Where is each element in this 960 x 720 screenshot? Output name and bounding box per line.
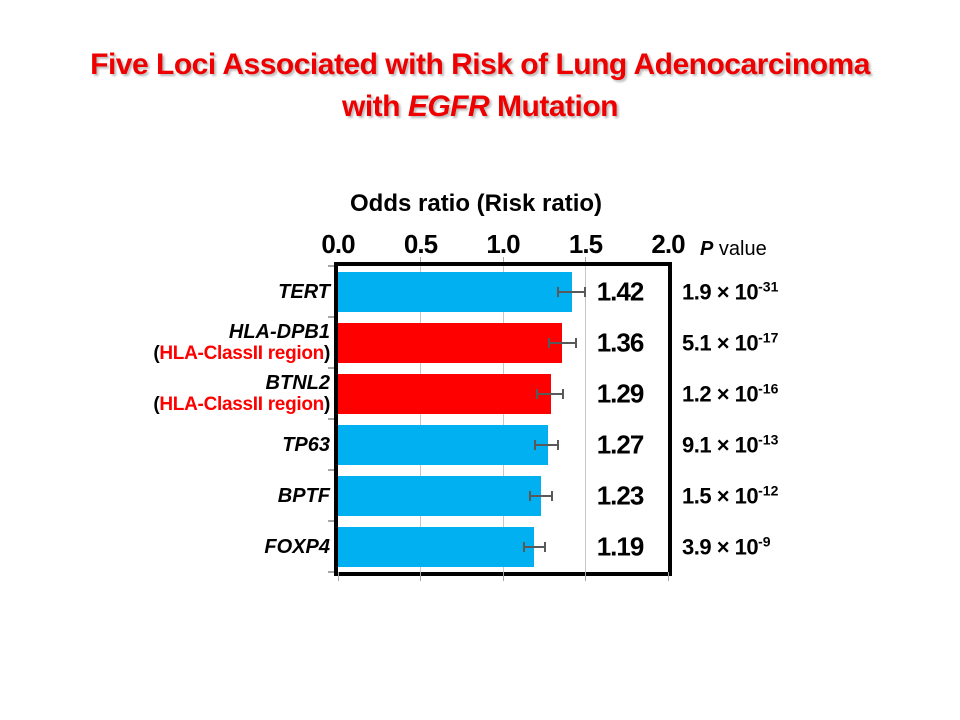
row-sublabel: (HLA-ClassII region) [153,393,330,415]
bar-value-label: 1.19 [596,531,645,561]
gene-name: HLA-DPB1 [228,320,330,343]
error-bar [522,545,546,548]
p-value-header: P value [700,238,767,260]
row-label: BTNL2 (HLA-ClassII region) [30,372,330,416]
p-value: 3.9 × 10-9 [682,532,771,560]
error-bar-cap [557,439,560,450]
p-value-exponent: -17 [758,328,779,345]
gene-name: TERT [278,280,330,303]
or-bar [338,271,573,312]
p-value: 9.1 × 10-13 [682,430,779,458]
slide-title-line2: with EGFR Mutation [342,90,618,123]
gene-name: FOXP4 [264,535,330,558]
error-bar-cap [550,490,553,501]
category-axis-tick [328,316,334,318]
chart-axis-title: Odds ratio (Risk ratio) [350,190,603,217]
bar-value-label: 1.42 [596,276,645,306]
error-bar-cap [522,541,525,552]
p-value-exponent: -13 [758,430,779,447]
axis-tick-bottom [420,572,421,581]
row-label: TERT [30,281,330,303]
error-bar [547,341,578,344]
axis-tick-top [502,257,504,262]
bar-value-label: 1.29 [596,378,645,408]
row-sublabel: (HLA-ClassII region) [153,342,330,364]
p-value-exponent: -12 [758,481,779,498]
gene-name: TP63 [282,433,330,456]
bar-value-label: 1.36 [596,327,645,357]
error-bar-cap [547,337,550,348]
axis-tick-bottom [337,572,339,581]
gridline [420,266,421,572]
axis-tick-top [585,257,586,262]
or-bar [338,475,541,516]
row-label: BPTF [30,485,330,507]
or-bar [338,373,551,414]
bar-value-label: 1.27 [596,429,645,459]
gene-name: BTNL2 [265,371,330,394]
row-label: FOXP4 [30,536,330,558]
error-bar-cap [543,541,546,552]
row-label: TP63 [30,434,330,456]
gridline [585,266,586,572]
category-axis-tick [328,367,334,369]
axis-tick-top [420,257,421,262]
axis-tick-bottom [667,572,669,581]
or-bar [338,424,548,465]
category-axis-tick [328,265,334,267]
slide-title: Five Loci Associated with Risk of Lung A… [0,44,960,128]
p-value: 1.5 × 10-12 [682,481,779,509]
error-bar-cap [557,286,560,297]
error-bar-cap [575,337,578,348]
bar-value-label: 1.23 [596,480,645,510]
axis-tick-bottom [502,572,504,581]
x-tick-label: 2.0 [651,229,685,259]
x-tick-label: 0.5 [403,229,438,259]
p-value: 1.2 × 10-16 [682,379,779,407]
error-bar-cap [529,490,532,501]
error-bar-cap [536,388,538,399]
or-bar [338,322,563,363]
plot-area: 1.42 1.36 1.29 1.27 1.23 1.19 [328,257,672,581]
x-tick-label: 1.5 [568,229,603,259]
error-bar [534,443,560,446]
x-tick-label: 1.0 [486,229,520,259]
or-bar [338,526,535,567]
category-axis-tick [328,418,334,420]
error-bar-cap [562,388,565,399]
axis-tick-bottom [585,572,586,581]
error-bar-cap [534,439,537,450]
p-value-exponent: -9 [758,532,771,549]
error-bar [557,290,586,293]
gene-name: BPTF [277,484,330,507]
p-value: 1.9 × 10-31 [682,277,779,305]
slide-title-line1: Five Loci Associated with Risk of Lung A… [90,48,870,81]
error-bar-cap [583,286,586,297]
egfr-italic: EGFR [407,90,490,123]
p-value-exponent: -31 [758,277,779,294]
row-label: HLA-DPB1 (HLA-ClassII region) [30,321,330,365]
category-axis-tick [328,520,334,522]
p-value: 5.1 × 10-17 [682,328,779,356]
p-value-exponent: -16 [758,379,779,396]
x-tick-label: 0.0 [321,229,355,259]
error-bar [529,494,553,497]
category-axis-tick [328,571,334,573]
gridline [502,266,504,572]
category-axis-tick [328,469,334,471]
error-bar [536,392,565,395]
